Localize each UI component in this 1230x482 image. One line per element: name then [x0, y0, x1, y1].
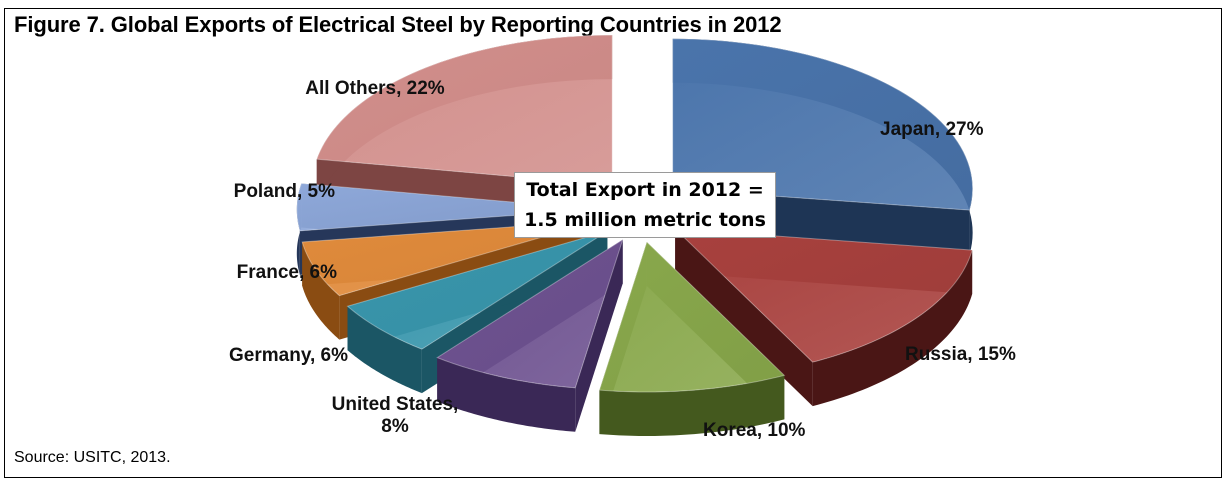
slice-korea	[598, 241, 786, 436]
data-label-poland: Poland, 5%	[234, 181, 335, 202]
data-label-korea: Korea, 10%	[703, 420, 806, 441]
figure-source: Source: USITC, 2013.	[14, 449, 171, 466]
data-label-france: France, 6%	[237, 262, 337, 283]
slice-united-states	[436, 238, 624, 432]
callout-line-1: Total Export in 2012 =	[526, 179, 764, 201]
data-label-germany: Germany, 6%	[229, 345, 348, 366]
data-label-united-states: United States, 8%	[332, 394, 459, 437]
data-label-russia: Russia, 15%	[905, 344, 1016, 365]
callout-line-2: 1.5 million metric tons	[524, 209, 766, 231]
slice-russia	[673, 228, 973, 407]
figure-title: Figure 7. Global Exports of Electrical S…	[14, 12, 782, 37]
total-export-callout: Total Export in 2012 = 1.5 million metri…	[514, 172, 776, 238]
data-label-japan: Japan, 27%	[880, 119, 984, 140]
data-label-all-others: All Others, 22%	[305, 78, 444, 99]
